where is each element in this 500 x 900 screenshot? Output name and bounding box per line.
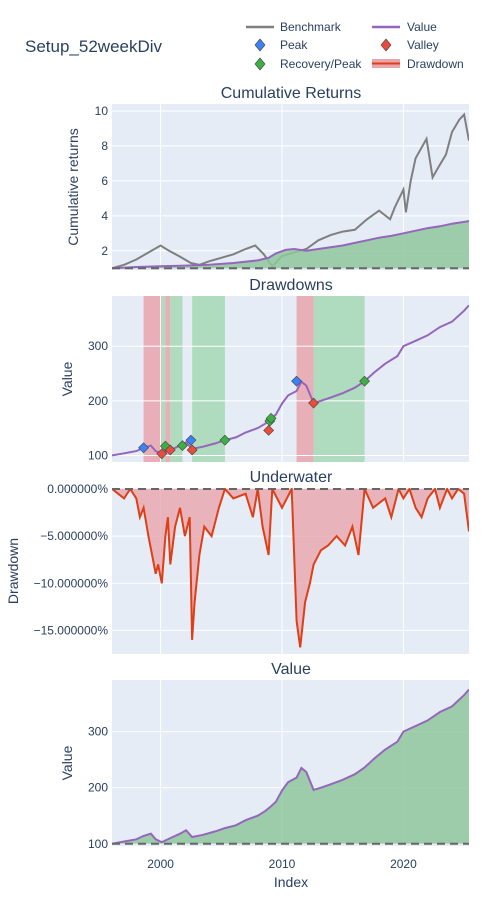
y-tick-label: 10 (95, 104, 109, 118)
y-tick-label: 300 (88, 725, 108, 739)
legend-recovery-label[interactable]: Recovery/Peak (280, 57, 362, 71)
legend-recovery-marker (254, 57, 266, 71)
y-tick-label: 2 (101, 244, 108, 258)
panel1-ylabel: Cumulative returns (65, 128, 81, 246)
panel-1: 2 4 6 8 10 (95, 104, 469, 270)
drawdown-period (296, 296, 314, 462)
value-area (112, 689, 469, 844)
legend: Benchmark Value Peak Valley Recovery/Pea… (246, 20, 464, 71)
y-tick-label: 100 (88, 448, 108, 462)
plot-area (112, 488, 469, 654)
plot-area (112, 296, 469, 462)
x-axis-label: Index (274, 874, 308, 890)
recovery-period (161, 296, 166, 462)
valley-marker (164, 444, 176, 456)
y-tick-label: 4 (101, 209, 108, 223)
x-tick-label: 2000 (147, 857, 174, 871)
panel2-ylabel: Value (59, 361, 75, 396)
y-tick-label: 6 (101, 174, 108, 188)
plot-area (112, 104, 469, 270)
y-tick-label: −15.000000% (34, 623, 109, 637)
panel2-title: Drawdowns (249, 277, 333, 294)
panel3-title: Underwater (250, 469, 333, 486)
drawdown-area (112, 488, 469, 648)
value-line (112, 220, 469, 270)
y-tick-label: −5.000000% (40, 529, 108, 543)
peak-marker (138, 442, 149, 454)
drawdown-period (165, 296, 171, 462)
legend-valley-marker (380, 38, 392, 52)
peak-marker (185, 434, 197, 446)
legend-peak-label[interactable]: Peak (280, 38, 308, 52)
valley-marker (263, 424, 275, 436)
value-line (112, 688, 469, 845)
y-tick-label: 200 (88, 394, 108, 408)
recovery-marker (219, 434, 231, 446)
valley-marker (186, 444, 198, 456)
figure-title: Setup_52weekDiv (25, 37, 163, 56)
legend-benchmark-label[interactable]: Benchmark (280, 20, 342, 34)
peak-marker (291, 375, 302, 387)
panel4-title: Value (271, 661, 311, 678)
value-area (112, 221, 469, 269)
y-tick-label: 0.000000% (47, 482, 108, 496)
legend-valley-label[interactable]: Valley (407, 38, 439, 52)
panel1-title: Cumulative Returns (221, 85, 362, 102)
legend-peak-marker (254, 38, 266, 52)
valley-marker (156, 448, 168, 460)
recovery-period (313, 296, 365, 462)
y-tick-label: 300 (88, 339, 108, 353)
chart-panels: 2 4 6 8 10 100 200 300 0.000000% −5.000000% −10.00… (34, 104, 469, 871)
x-tick-label: 2020 (390, 857, 417, 871)
plot-area (112, 680, 469, 846)
panel-2: 100 200 300 (88, 296, 469, 462)
recovery-marker (359, 375, 370, 387)
y-tick-label: −10.000000% (34, 576, 109, 590)
y-tick-label: 8 (101, 139, 108, 153)
panel-3: 0.000000% −5.000000% −10.000000% −15.000000… (34, 482, 469, 654)
drawdown-line (112, 488, 469, 648)
y-tick-label: 200 (88, 781, 108, 795)
panel-4: 100 200 300 2000 2010 2020 (88, 680, 469, 871)
legend-value-label[interactable]: Value (407, 20, 437, 34)
panel4-ylabel: Value (59, 745, 75, 780)
recovery-marker (177, 440, 188, 452)
legend-drawdown-label[interactable]: Drawdown (407, 57, 464, 71)
y-tick-label: 100 (88, 837, 108, 851)
benchmark-line (112, 112, 469, 270)
recovery-period (192, 296, 225, 462)
x-tick-label: 2010 (269, 857, 296, 871)
recovery-marker (265, 412, 277, 424)
recovery-period (170, 296, 183, 462)
valley-marker (308, 397, 319, 409)
panel3-ylabel: Drawdown (5, 538, 21, 604)
drawdown-period (143, 296, 162, 462)
